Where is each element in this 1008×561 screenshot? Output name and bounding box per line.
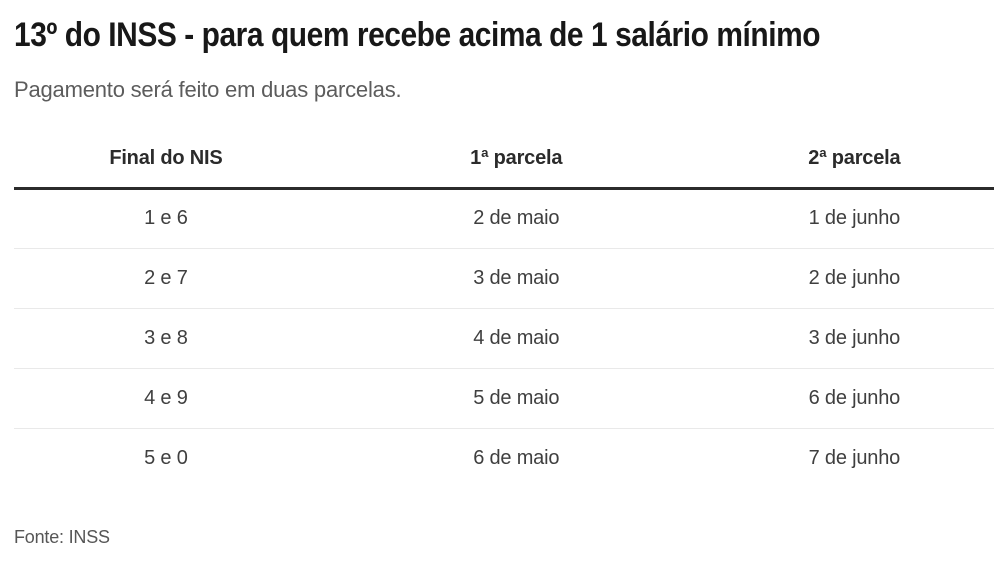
table-cell: 5 de maio: [317, 368, 715, 429]
table-cell: 4 de maio: [317, 308, 715, 369]
table-header: Final do NIS 1ª parcela 2ª parcela: [14, 140, 994, 190]
table-cell: 2 e 7: [14, 248, 318, 309]
page-title: 13º do INSS - para quem recebe acima de …: [14, 16, 821, 54]
table-cell: 2 de maio: [317, 188, 715, 249]
table-header-row: Final do NIS 1ª parcela 2ª parcela: [14, 140, 994, 190]
column-header-final-do-nis: Final do NIS: [14, 140, 318, 190]
table-cell: 3 e 8: [14, 308, 318, 369]
table-cell: 2 de junho: [714, 248, 994, 309]
table-cell: 1 e 6: [14, 188, 318, 249]
table-cell: 5 e 0: [144, 446, 188, 469]
column-header-segunda-parcela: 2ª parcela: [714, 140, 994, 190]
table-cell: 4 e 9: [14, 368, 318, 429]
page-subtitle: Pagamento será feito em duas parcelas.: [14, 77, 402, 103]
table-cell: 6 de junho: [714, 368, 994, 429]
column-header-primeira-parcela: 1ª parcela: [317, 140, 715, 190]
table-cell: 6 de maio: [473, 446, 560, 469]
payment-schedule-table: Final do NIS 1ª parcela 2ª parcela 1 e 6…: [14, 140, 994, 489]
table-cell: 7 de junho: [808, 446, 901, 469]
table-cell: 3 de maio: [317, 248, 715, 309]
source-credit: Fonte: INSS: [14, 527, 110, 548]
table-cell: 3 de junho: [714, 308, 994, 369]
table-cell: 1 de junho: [714, 188, 994, 249]
table-row: 5 e 0 6 de maio 7 de junho: [14, 428, 994, 488]
